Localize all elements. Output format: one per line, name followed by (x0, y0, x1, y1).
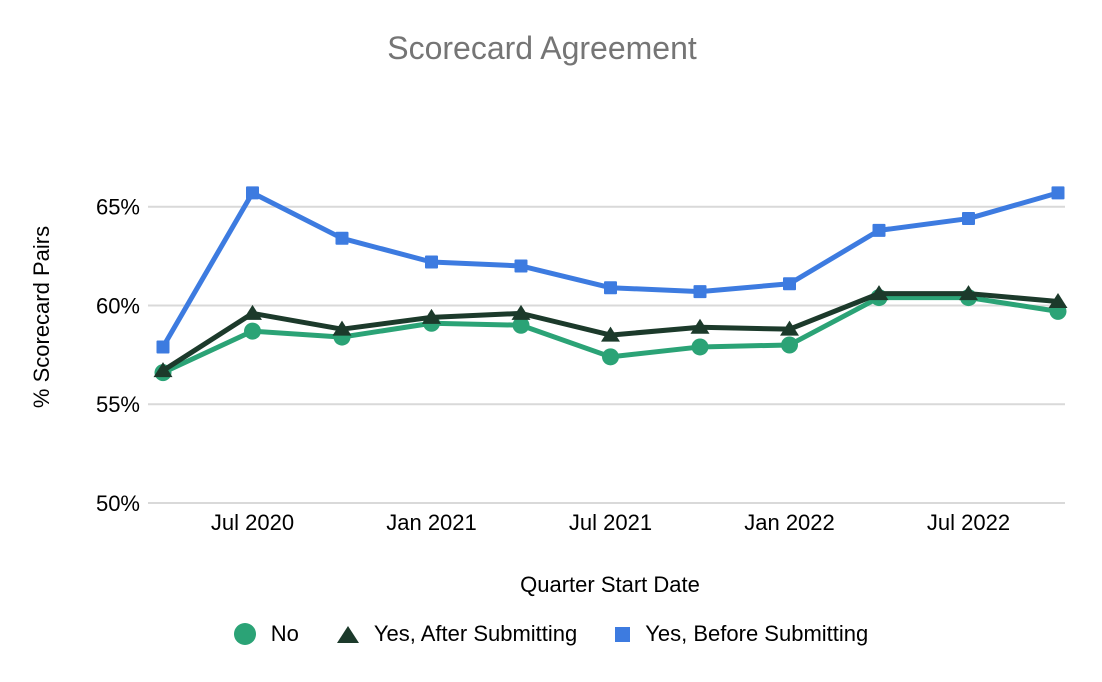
x-tick-label: Jul 2021 (569, 510, 652, 535)
data-point-circle (244, 322, 261, 340)
data-point-triangle (1048, 293, 1068, 309)
triangle-marker-icon (336, 625, 359, 643)
data-point-square (246, 186, 259, 200)
x-tick-label: Jul 2020 (211, 510, 294, 535)
square-marker-icon (615, 626, 631, 642)
data-point-triangle (243, 304, 262, 320)
data-point-triangle (153, 362, 173, 378)
x-tick-label: Jan 2021 (386, 510, 477, 535)
data-point-square (156, 340, 170, 354)
data-point-triangle (959, 285, 978, 301)
data-point-triangle (690, 318, 710, 334)
data-point-square (425, 255, 438, 269)
data-point-triangle (332, 320, 352, 336)
data-point-triangle (511, 304, 531, 320)
data-point-triangle (422, 308, 441, 324)
legend-item-yes-before-submitting: Yes, Before Submitting (615, 621, 868, 647)
legend-label: Yes, After Submitting (373, 621, 578, 646)
y-tick-label: 65% (96, 195, 140, 220)
data-point-square (335, 231, 349, 245)
y-tick-label: 50% (96, 491, 140, 516)
data-point-square (783, 277, 796, 291)
data-point-circle (691, 338, 709, 356)
legend-item-no: No (233, 621, 299, 647)
x-axis-title: Quarter Start Date (520, 572, 700, 597)
data-point-triangle (780, 320, 799, 336)
data-point-square (514, 259, 528, 273)
data-point-square (604, 281, 617, 295)
series-line-yes-before-submitting (160, 190, 1061, 350)
x-tick-label: Jan 2022 (744, 510, 835, 535)
chart-title: Scorecard Agreement (387, 30, 697, 66)
data-point-circle (512, 316, 530, 334)
data-point-square (693, 285, 707, 299)
data-point-circle (781, 336, 798, 354)
data-point-triangle (601, 326, 620, 342)
y-axis-title: % Scorecard Pairs (29, 225, 54, 409)
data-point-triangle (869, 285, 889, 301)
data-point-square (962, 212, 975, 226)
x-tick-label: Jul 2022 (927, 510, 1010, 535)
data-point-square (872, 223, 886, 237)
data-point-square (1051, 186, 1065, 200)
y-tick-label: 60% (96, 293, 140, 318)
data-point-circle (602, 348, 619, 366)
legend-label: Yes, Before Submitting (645, 621, 869, 646)
chart-legend: No Yes, After Submitting Yes, Before Sub… (0, 621, 1102, 647)
y-tick-label: 55% (96, 392, 140, 417)
legend-item-yes-after-submitting: Yes, After Submitting (336, 621, 578, 647)
legend-label: No (270, 621, 299, 646)
circle-marker-icon (233, 623, 256, 645)
